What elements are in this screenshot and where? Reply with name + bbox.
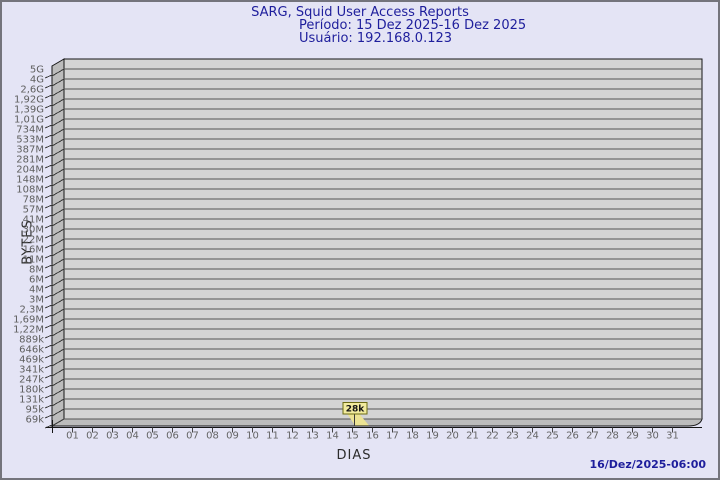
x-tick-label: 10 <box>246 431 259 442</box>
y-tick-label: 6M <box>29 275 44 286</box>
y-tick-label: 1,92G <box>14 95 44 106</box>
report-subtitle: Período: 15 Dez 2025-16 Dez 2025 Usuário… <box>299 19 526 45</box>
x-tick-label: 31 <box>666 431 679 442</box>
x-tick-label: 29 <box>626 431 639 442</box>
y-tick-label: 16M <box>23 245 44 256</box>
x-tick-label: 08 <box>206 431 219 442</box>
y-tick-label: 2,6G <box>20 85 44 96</box>
y-tick-label: 41M <box>23 215 44 226</box>
x-tick-label: 13 <box>306 431 319 442</box>
x-tick-label: 06 <box>166 431 179 442</box>
x-tick-label: 23 <box>506 431 519 442</box>
bar-value-flag <box>342 402 368 415</box>
x-tick-label: 11 <box>266 431 279 442</box>
y-tick-label: 247k <box>19 375 44 386</box>
y-tick-label: 646k <box>19 345 44 356</box>
x-tick-label: 19 <box>426 431 439 442</box>
y-tick-label: 889k <box>19 335 44 346</box>
x-tick-label: 22 <box>486 431 499 442</box>
y-tick-label: 1,69M <box>13 315 44 326</box>
y-tick-label: 4M <box>29 285 44 296</box>
x-tick-label: 09 <box>226 431 239 442</box>
y-tick-label: 131k <box>19 395 44 406</box>
y-tick-label: 734M <box>16 125 44 136</box>
x-tick-label: 12 <box>286 431 299 442</box>
y-tick-label: 281M <box>16 155 44 166</box>
y-tick-label: 469k <box>19 355 44 366</box>
x-tick-label: 07 <box>186 431 199 442</box>
y-tick-label: 95k <box>25 405 44 416</box>
x-tick-label: 16 <box>366 431 379 442</box>
y-tick-label: 4G <box>30 75 44 86</box>
x-tick-label: 27 <box>586 431 599 442</box>
chart-floor <box>50 418 703 427</box>
x-tick-label: 03 <box>106 431 119 442</box>
y-tick-label: 387M <box>16 145 44 156</box>
report-period: Período: 15 Dez 2025-16 Dez 2025 <box>299 18 527 33</box>
x-tick-label: 01 <box>66 431 79 442</box>
x-tick-label: 18 <box>406 431 419 442</box>
report-timestamp: 16/Dez/2025-06:00 <box>589 458 706 471</box>
y-tick-label: 8M <box>29 265 44 276</box>
y-tick-label: 5G <box>30 65 44 76</box>
y-tick-label: 1,01G <box>14 115 44 126</box>
x-tick-label: 14 <box>326 431 339 442</box>
y-tick-label: 108M <box>16 185 44 196</box>
x-tick-label: 02 <box>86 431 99 442</box>
y-tick-label: 148M <box>16 175 44 186</box>
x-tick-label: 25 <box>546 431 559 442</box>
x-axis-title: DIAS <box>336 448 372 463</box>
y-tick-label: 180k <box>19 385 44 396</box>
x-tick-label: 04 <box>126 431 139 442</box>
y-tick-label: 204M <box>16 165 44 176</box>
y-tick-label: 30M <box>23 225 44 236</box>
bar-day-15 <box>347 413 369 426</box>
y-tick-label: 341k <box>19 365 44 376</box>
x-tick-label: 15 <box>346 431 359 442</box>
x-tick-label: 28 <box>606 431 619 442</box>
y-tick-label: 533M <box>16 135 44 146</box>
report-user: Usuário: 192.168.0.123 <box>299 31 453 46</box>
y-tick-label: 3M <box>29 295 44 306</box>
x-tick-label: 26 <box>566 431 579 442</box>
y-tick-label: 11M <box>23 255 44 266</box>
y-tick-label: 1,39G <box>14 105 44 116</box>
x-tick-label: 05 <box>146 431 159 442</box>
x-tick-label: 24 <box>526 431 539 442</box>
bar-value-flag-label: 28k <box>346 405 366 415</box>
y-tick-label: 57M <box>23 205 44 216</box>
x-tick-label: 21 <box>466 431 479 442</box>
y-tick-label: 69k <box>25 415 44 426</box>
x-tick-label: 20 <box>446 431 459 442</box>
x-tick-label: 17 <box>386 431 399 442</box>
y-tick-label: 22M <box>23 235 44 246</box>
y-tick-label: 2,3M <box>19 305 44 316</box>
x-tick-label: 30 <box>646 431 659 442</box>
y-tick-label: 78M <box>23 195 44 206</box>
y-tick-label: 1,22M <box>13 325 44 336</box>
report-title: SARG, Squid User Access Reports <box>251 5 469 20</box>
